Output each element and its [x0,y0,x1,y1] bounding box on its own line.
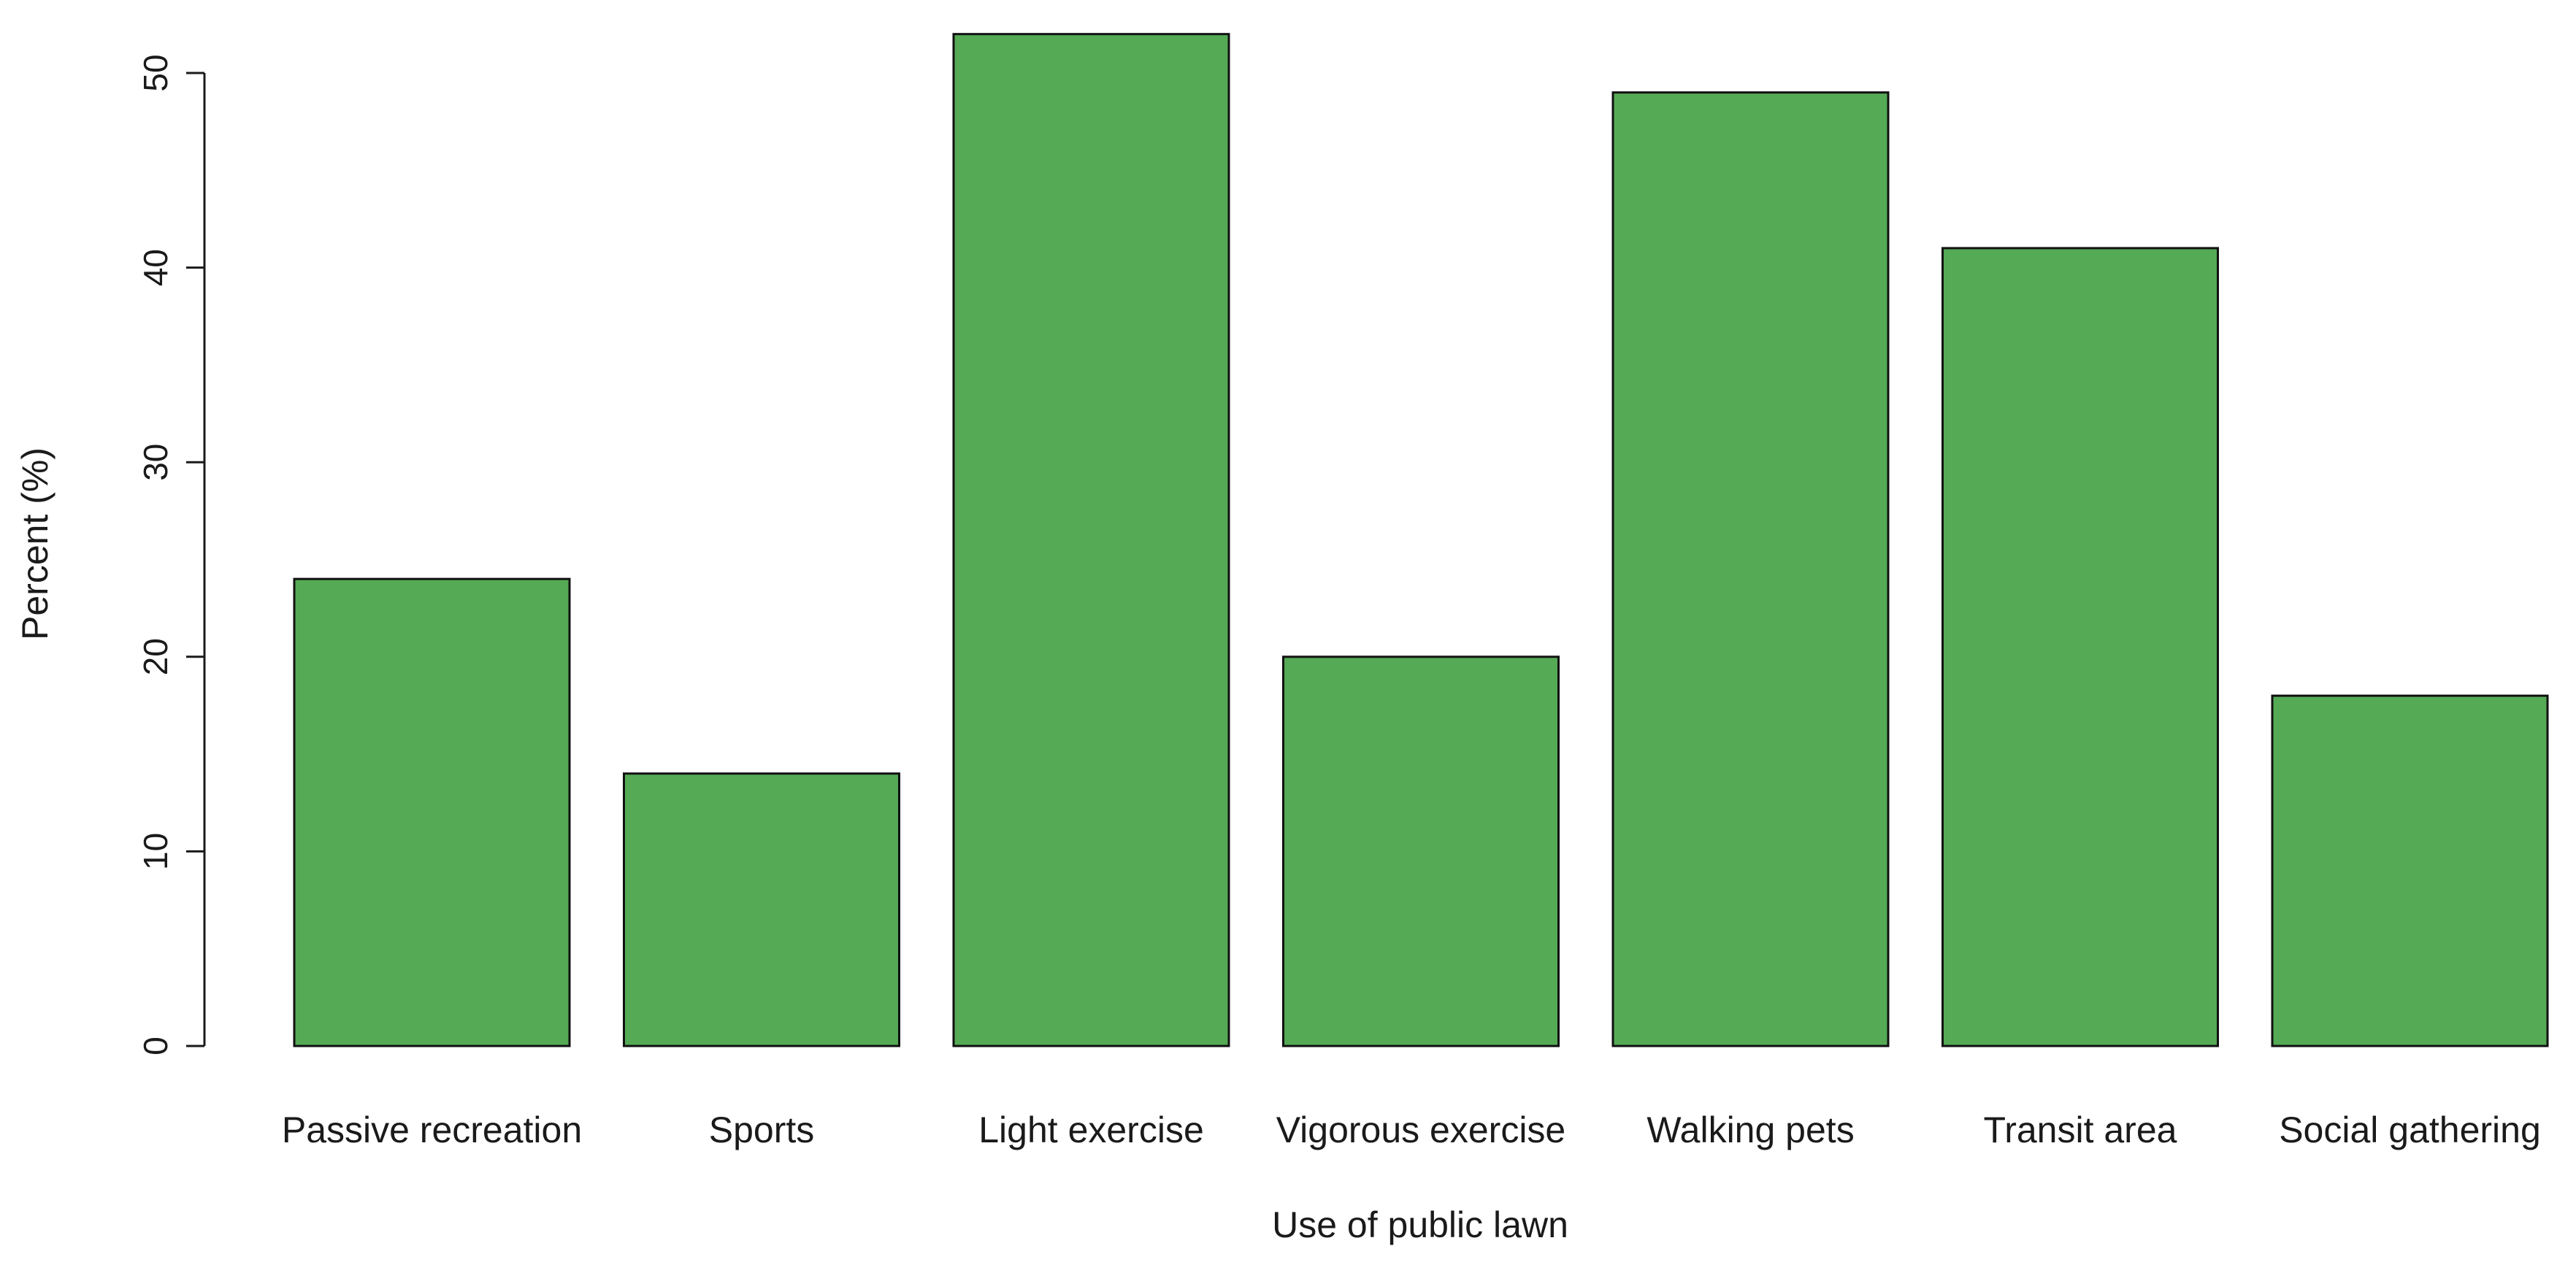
x-tick-label: Vigorous exercise [1276,1109,1566,1150]
x-tick-label: Social gathering [2279,1109,2541,1150]
bar [952,33,1230,1047]
x-tick-label: Light exercise [978,1109,1204,1150]
x-tick-label: Transit area [1984,1109,2177,1150]
bar [293,577,571,1047]
y-tick-label: 10 [137,833,175,870]
bar [623,772,900,1047]
y-axis-title: Percent (%) [15,447,55,640]
y-tick-label: 40 [137,249,175,286]
x-axis-title: Use of public lawn [1272,1204,1568,1245]
x-tick-label: Walking pets [1647,1109,1854,1150]
y-axis: 0 10 20 30 40 50 [137,54,206,1055]
y-tick-label: 50 [137,54,175,91]
x-axis-labels: Passive recreation Sports Light exercise Vi… [282,1109,2541,1150]
bar [1941,247,2219,1047]
bar [1611,91,1890,1047]
bars [293,33,2549,1047]
y-tick-label: 0 [137,1037,175,1055]
y-tick-label: 30 [137,444,175,481]
y-tick-label: 20 [137,638,175,675]
x-tick-label: Sports [709,1109,815,1150]
x-tick-label: Passive recreation [282,1109,582,1150]
bar [1282,655,1560,1047]
bar [2271,694,2549,1047]
